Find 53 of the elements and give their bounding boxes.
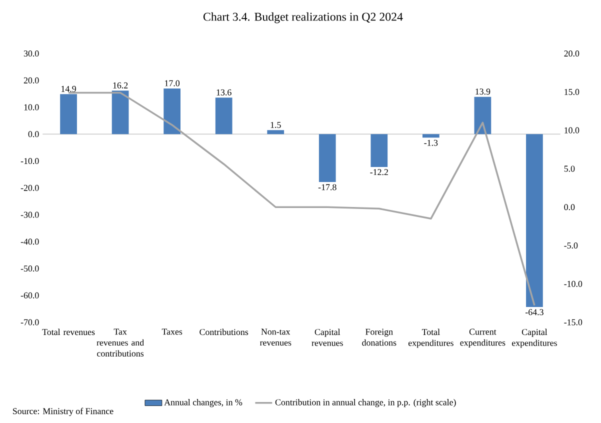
data-label: -12.2 (370, 168, 388, 175)
y2-tick-label: -15.0 (564, 319, 582, 326)
x-tick-label: Capital revenues (312, 328, 343, 346)
data-label: 1.5 (270, 122, 281, 128)
bar (318, 134, 336, 182)
y-tick-label: -30.0 (20, 212, 39, 218)
y-tick-label: -40.0 (20, 238, 39, 244)
data-label: 16.2 (113, 82, 128, 88)
y-tick-label: 30.0 (24, 50, 39, 56)
x-tick-label: Total expenditures (408, 328, 454, 348)
data-label: 13.6 (216, 89, 232, 96)
bar (422, 134, 440, 138)
chart-title: Chart 3.4. Budget realizations in Q2 2024 (203, 12, 403, 24)
y-tick-label: 20.0 (24, 77, 39, 84)
y2-tick-label: 5.0 (564, 165, 575, 172)
y-tick-label: -20.0 (20, 184, 39, 191)
y-tick-label: -10.0 (20, 158, 39, 164)
bar (370, 134, 388, 167)
data-label: 14.9 (62, 86, 76, 92)
x-tick-label: Taxes (162, 328, 182, 334)
bar (215, 97, 232, 134)
y-tick-label: 10.0 (24, 104, 39, 110)
source-note: Source: Ministry of Finance (13, 408, 114, 416)
data-label: 17.0 (165, 80, 180, 86)
y2-tick-label: -5.0 (564, 242, 578, 248)
y2-tick-label: 15.0 (564, 88, 580, 95)
x-tick-label: Total revenues (42, 328, 95, 335)
bar (267, 130, 284, 134)
y-tick-label: 0.0 (28, 130, 39, 137)
legend-label: Annual changes, in % (164, 398, 242, 407)
y2-tick-label: 20.0 (564, 50, 580, 56)
x-tick-label: Capital expenditures (512, 328, 557, 348)
x-tick-label: Contributions (200, 328, 248, 335)
y2-tick-label: 0.0 (564, 204, 575, 210)
y2-tick-label: -10.0 (564, 280, 582, 287)
y2-tick-label: 10.0 (564, 127, 580, 134)
y-tick-label: -60.0 (20, 292, 39, 298)
data-label: 13.9 (476, 88, 490, 94)
bar (474, 96, 492, 134)
legend-label: Contribution in annual change, in p.p. (right scale) (275, 398, 456, 407)
bar (164, 88, 180, 134)
data-label: -17.8 (318, 184, 336, 190)
bar (112, 90, 129, 134)
y-tick-label: -50.0 (20, 265, 39, 272)
x-tick-label: Tax revenues and contributions (96, 328, 144, 356)
bar (526, 134, 543, 307)
y-tick-label: -70.0 (20, 319, 39, 326)
data-label: -64.3 (525, 308, 544, 315)
x-tick-label: Non-tax revenues (260, 328, 292, 346)
bar (60, 94, 77, 134)
data-label: -1.3 (424, 140, 438, 146)
x-tick-label: Foreign donations (362, 328, 396, 346)
x-tick-label: Current expenditures (460, 328, 506, 348)
